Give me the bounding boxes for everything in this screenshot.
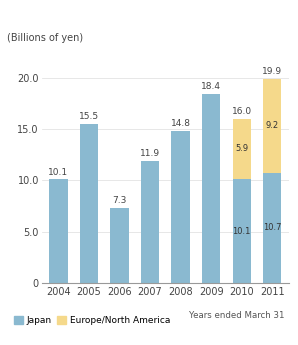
Legend: Japan, Europe/North America: Japan, Europe/North America	[14, 316, 170, 325]
Bar	[202, 94, 220, 283]
Bar	[263, 79, 281, 173]
Text: (Billions of yen): (Billions of yen)	[7, 33, 83, 43]
Bar	[232, 119, 251, 179]
Text: 11.9: 11.9	[140, 149, 160, 158]
Bar	[141, 161, 159, 283]
Bar	[263, 173, 281, 283]
Text: 10.1: 10.1	[49, 168, 69, 177]
Text: 10.7: 10.7	[263, 224, 282, 233]
Text: 5.9: 5.9	[235, 144, 248, 154]
Text: 18.4: 18.4	[201, 82, 221, 91]
Text: 15.5: 15.5	[79, 112, 99, 121]
Bar	[111, 208, 129, 283]
Text: 19.9: 19.9	[262, 67, 282, 76]
Text: Years ended March 31: Years ended March 31	[189, 310, 284, 319]
Bar	[171, 131, 190, 283]
Text: 9.2: 9.2	[266, 121, 279, 130]
Bar	[80, 124, 98, 283]
Text: 10.1: 10.1	[232, 227, 251, 236]
Text: 14.8: 14.8	[171, 119, 191, 128]
Text: 7.3: 7.3	[112, 196, 127, 205]
Bar	[232, 179, 251, 283]
Bar	[49, 179, 68, 283]
Text: 16.0: 16.0	[232, 107, 252, 116]
